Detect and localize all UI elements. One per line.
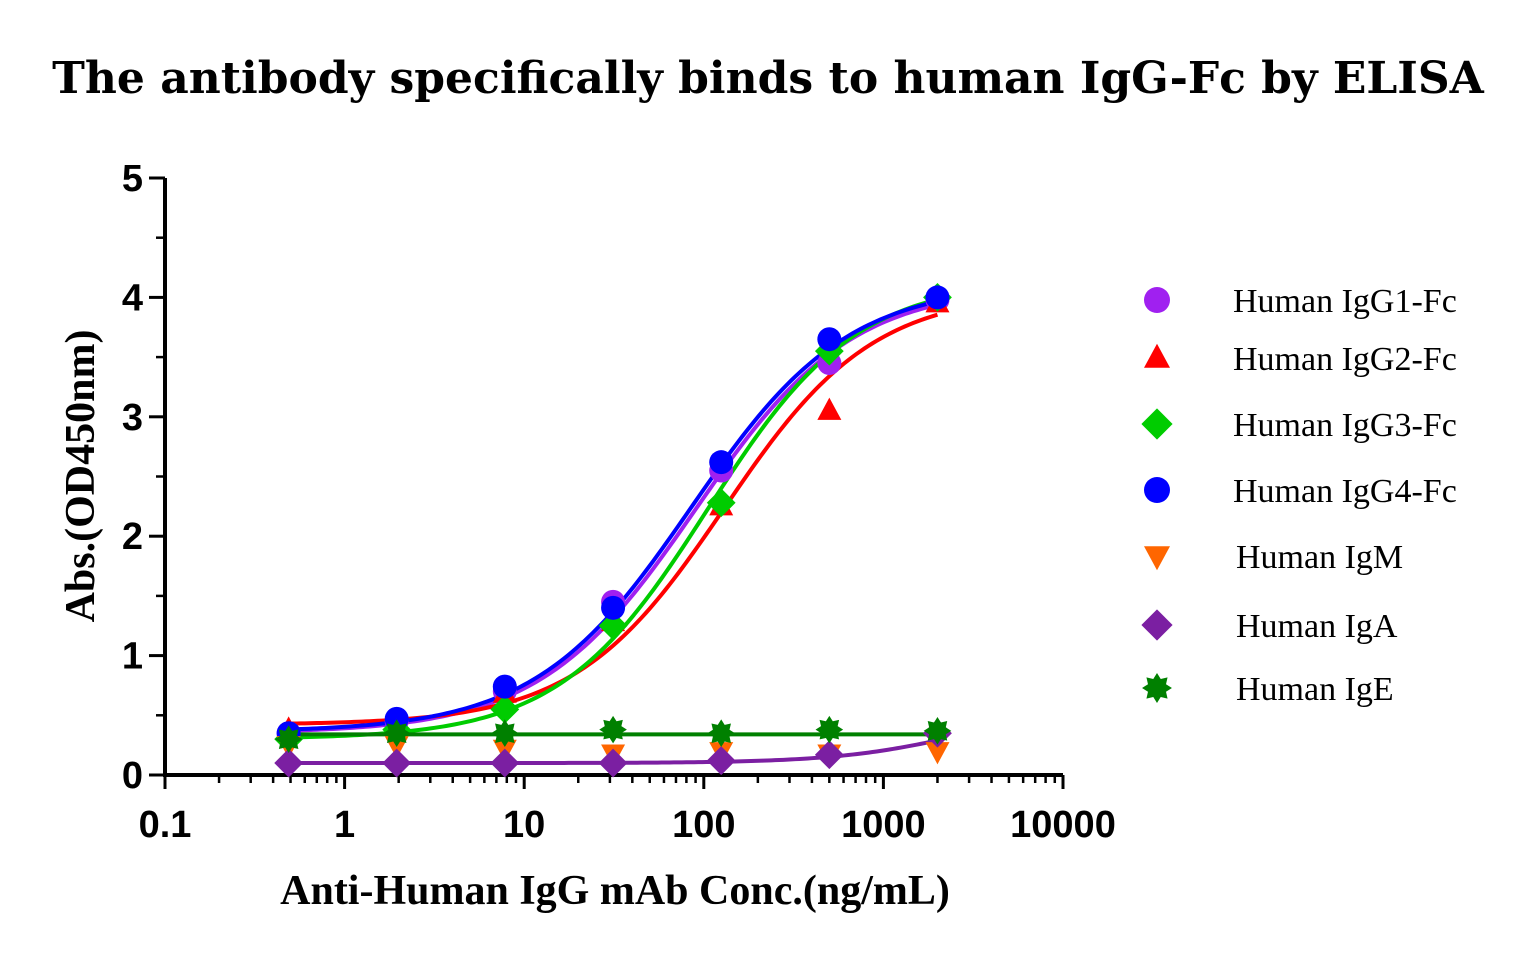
point-human-igg3-fc	[598, 611, 628, 641]
x-tick-label: 1000	[841, 804, 926, 846]
axes: 0.1 1 10 100 1000 10000 0 1 2 3 4 5	[122, 158, 1116, 846]
x-tick-label: 10	[503, 804, 545, 846]
y-tick-label: 3	[122, 397, 143, 439]
fit-curves	[288, 297, 939, 766]
legend-marker	[1141, 609, 1173, 641]
y-tick-label: 0	[122, 755, 143, 797]
x-tick-label: 10000	[1010, 804, 1116, 846]
point-human-ige	[923, 717, 952, 745]
point-human-igg4-fc	[601, 595, 626, 620]
x-axis-label: Anti-Human IgG mAb Conc.(ng/mL)	[280, 868, 950, 914]
y-tick-label: 1	[122, 636, 143, 678]
legend-item-human-igg4-fc: Human IgG4-Fc	[1144, 473, 1457, 510]
legend-item-human-iga: Human IgA	[1141, 608, 1398, 645]
point-human-ige	[815, 715, 844, 744]
legend-label: Human IgG3-Fc	[1233, 407, 1457, 444]
legend-label: Human IgG4-Fc	[1233, 473, 1457, 510]
point-human-igm	[925, 742, 950, 765]
point-human-igg4-fc	[817, 327, 842, 352]
legend: Human IgG1-Fc Human IgG2-Fc Human IgG3-Fc H…	[1141, 283, 1457, 708]
legend-marker	[1144, 477, 1170, 503]
legend-item-human-igm: Human IgM	[1144, 539, 1403, 576]
point-human-ige	[274, 725, 303, 753]
point-human-iga	[706, 746, 736, 776]
point-human-iga	[814, 740, 844, 770]
legend-marker	[1141, 408, 1173, 440]
chart-title: The antibody specifically binds to human…	[52, 53, 1484, 104]
point-human-igg4-fc	[709, 450, 734, 475]
legend-marker	[1144, 343, 1170, 368]
x-tick-label: 1	[334, 804, 355, 846]
legend-marker	[1144, 546, 1170, 571]
point-human-igg2-fc	[817, 397, 842, 420]
point-human-iga	[490, 748, 520, 778]
point-human-igg4-fc	[492, 674, 517, 699]
point-human-igg4-fc	[925, 285, 950, 310]
legend-label: Human IgE	[1236, 671, 1394, 708]
point-human-igg3-fc	[490, 694, 520, 724]
legend-item-human-igg1-fc: Human IgG1-Fc	[1144, 283, 1457, 320]
legend-marker	[1142, 673, 1172, 703]
point-human-ige	[491, 719, 519, 748]
y-tick-label: 5	[122, 158, 143, 200]
legend-item-human-igg2-fc: Human IgG2-Fc	[1144, 341, 1457, 378]
y-tick-label: 4	[122, 277, 143, 319]
point-human-iga	[382, 748, 412, 778]
legend-marker	[1144, 287, 1170, 313]
point-human-igg3-fc	[706, 488, 736, 518]
point-human-ige	[599, 715, 627, 744]
point-human-iga	[598, 748, 628, 778]
y-tick-label: 2	[122, 516, 143, 558]
legend-label: Human IgA	[1236, 608, 1398, 645]
legend-label: Human IgM	[1236, 539, 1403, 576]
legend-label: Human IgG2-Fc	[1233, 341, 1457, 378]
data-points	[274, 283, 952, 778]
x-tick-label: 0.1	[139, 804, 192, 846]
y-axis-label: Abs.(OD450nm)	[58, 330, 104, 623]
legend-item-human-igg3-fc: Human IgG3-Fc	[1141, 407, 1457, 444]
point-human-ige	[382, 719, 411, 748]
x-tick-label: 100	[672, 804, 735, 846]
fit-curve-human-igg2-fc	[288, 312, 939, 726]
legend-label: Human IgG1-Fc	[1233, 283, 1457, 320]
point-human-iga	[274, 748, 304, 778]
legend-item-human-ige: Human IgE	[1142, 671, 1394, 708]
point-human-ige	[707, 719, 736, 748]
